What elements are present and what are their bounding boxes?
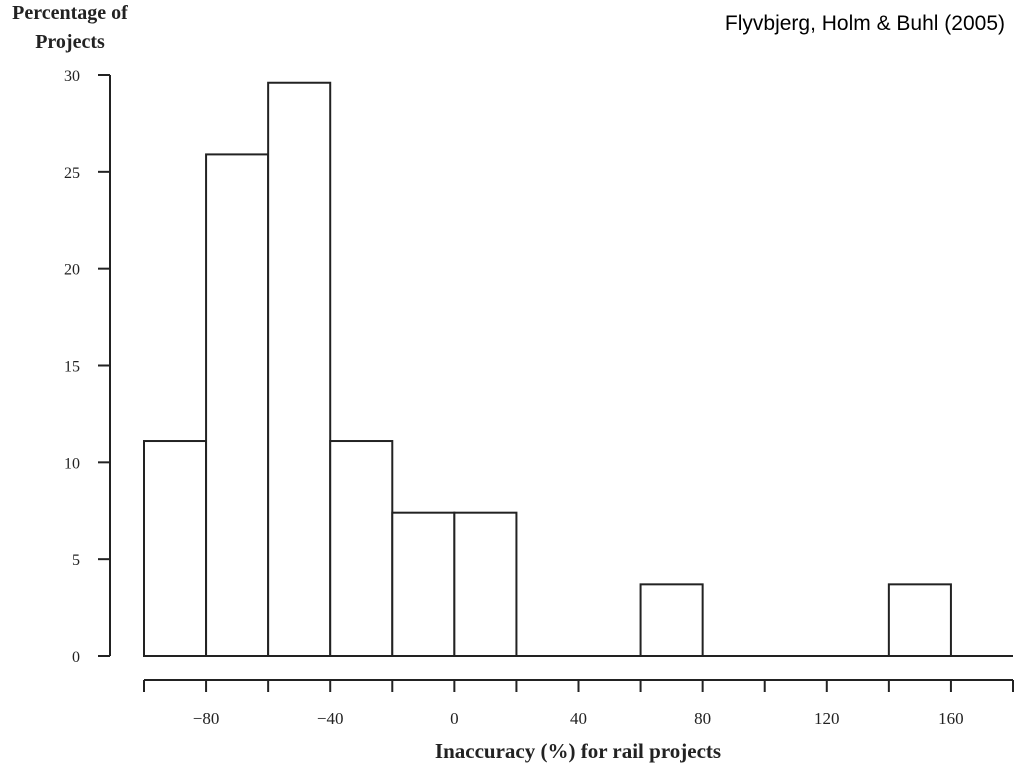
x-tick-label: 120 — [814, 709, 840, 728]
x-axis-title: Inaccuracy (%) for rail projects — [435, 739, 721, 763]
histogram-bar — [329, 440, 394, 657]
y-tick-label: 20 — [64, 262, 80, 279]
histogram-bar — [887, 583, 952, 657]
x-tick-label: 160 — [938, 709, 964, 728]
histogram-bar — [143, 440, 208, 657]
y-axis-title: Percentage of Projects — [12, 2, 128, 53]
y-axis-title-line-2: Projects — [35, 31, 105, 53]
histogram-bar — [639, 583, 704, 657]
histogram-bars — [143, 81, 952, 658]
x-axis: −80 −40 0 40 80 120 160 — [143, 679, 1014, 728]
y-tick-label: 5 — [72, 552, 80, 569]
histogram-bar — [453, 511, 518, 657]
y-tick-label: 10 — [64, 455, 80, 472]
x-tick-label: 0 — [450, 709, 459, 728]
y-tick-label: 25 — [64, 165, 80, 182]
y-tick-label: 15 — [64, 359, 80, 376]
x-tick-label: −80 — [193, 709, 220, 728]
histogram-bar — [391, 511, 456, 657]
y-tick-label: 30 — [64, 68, 80, 85]
histogram-bar — [205, 153, 270, 658]
histogram-bar — [267, 81, 332, 658]
citation-text: Flyvbjerg, Holm & Buhl (2005) — [725, 12, 1005, 35]
x-tick-label: 80 — [694, 709, 711, 728]
x-tick-label: 40 — [570, 709, 587, 728]
y-axis: 0 5 10 15 20 25 30 — [64, 68, 111, 666]
x-tick-label: −40 — [317, 709, 344, 728]
y-axis-title-line-1: Percentage of — [12, 2, 128, 24]
y-tick-label: 0 — [72, 649, 80, 666]
